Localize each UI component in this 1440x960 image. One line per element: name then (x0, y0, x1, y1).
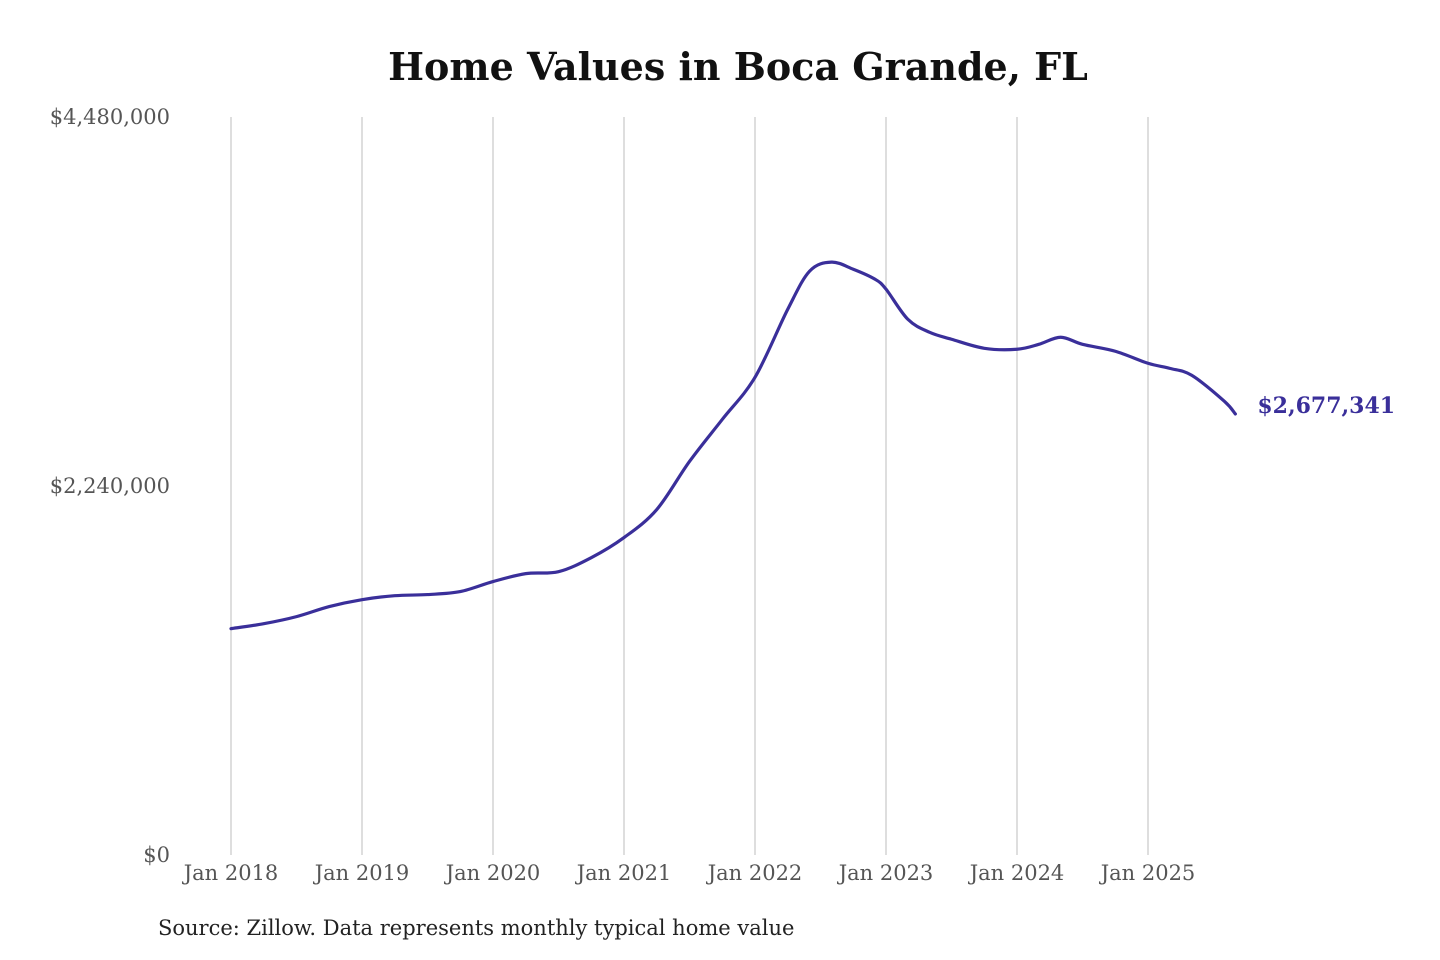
x-tick-label: Jan 2024 (968, 861, 1065, 885)
x-tick-label: Jan 2020 (444, 861, 541, 885)
y-tick-label: $4,480,000 (50, 105, 170, 129)
chart-title: Home Values in Boca Grande, FL (388, 44, 1088, 89)
home-value-line (229, 260, 1237, 631)
x-tick-label: Jan 2019 (313, 861, 410, 885)
end-value-label: $2,677,341 (1257, 393, 1395, 419)
y-tick-label: $0 (143, 843, 170, 867)
x-tick-label: Jan 2018 (182, 861, 279, 885)
x-tick-label: Jan 2023 (837, 861, 934, 885)
source-note: Source: Zillow. Data represents monthly … (158, 916, 795, 940)
x-tick-label: Jan 2021 (575, 861, 672, 885)
x-tick-label: Jan 2022 (706, 861, 803, 885)
x-tick-label: Jan 2025 (1099, 861, 1196, 885)
y-tick-label: $2,240,000 (50, 474, 170, 498)
